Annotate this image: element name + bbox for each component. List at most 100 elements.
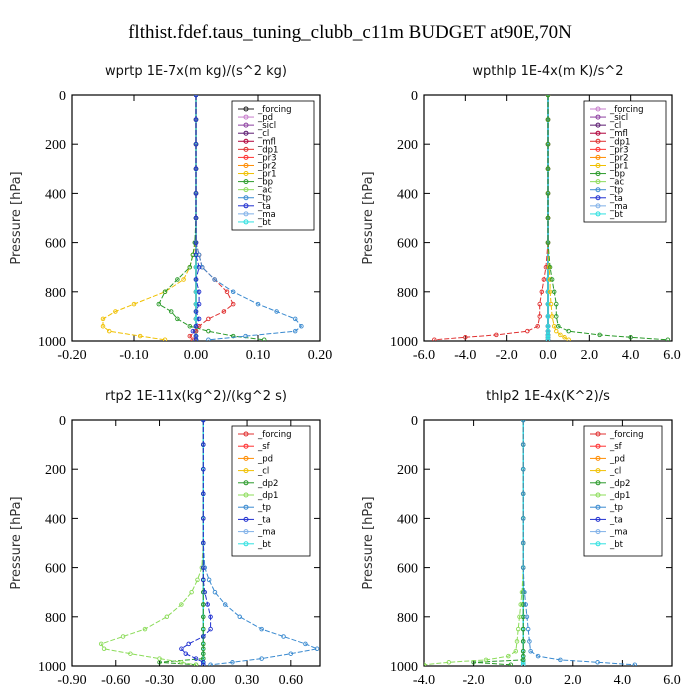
series-point [554,301,559,307]
series-point [201,651,206,656]
y-tick-label: 200 [397,138,418,153]
series-point [230,301,236,307]
x-tick-label: -4.0 [454,348,476,363]
legend-label: _dp1 [609,491,630,501]
legend-marker [595,146,601,152]
x-tick-label: 6.0 [663,673,681,688]
series-line-ta [192,95,200,340]
legend-label: _pr3 [257,153,277,163]
series-point [206,337,211,341]
panel-title: wprtp 1E-7x(m kg)/(s^2 kg) [105,64,287,79]
series-point [193,166,199,172]
series-point [292,316,298,322]
series-point [259,656,264,661]
legend-marker [595,106,601,112]
legend-marker [243,455,249,461]
legend-label: _ma [609,202,628,212]
series-point [508,662,514,666]
series-point [196,252,202,258]
legend-label: _ta [609,515,623,525]
series-point [195,577,200,583]
series-point [243,333,248,339]
series-point [201,662,206,666]
series-line-bp [158,95,265,341]
legend-label: _cl [257,467,269,477]
x-tick-label: 0.0 [514,673,532,688]
y-tick-label: 600 [45,562,66,577]
series-point [514,639,520,644]
series-point [523,602,528,607]
series-point [201,491,206,497]
panel-4: thlp2 1E-4x(K^2)/s Pressure [hPa] -4.0 -2.0… [361,389,681,688]
legend-box [583,100,667,223]
series-point [193,117,199,122]
series-point [554,328,559,334]
series-point [201,602,206,607]
series-point [157,656,162,661]
series-point [190,337,196,341]
series-point [201,442,206,447]
y-tick-label: 600 [397,562,418,577]
series-point [558,332,563,338]
legend: _forcing _sf _pd _cl _dp2 _dp1 _tp _ta _ma _bt [231,425,311,557]
y-tick-label: 0 [411,89,418,104]
series-point [506,653,511,659]
series-point [208,614,213,620]
axes-frame [71,419,321,667]
legend-label: _sicl [257,121,276,131]
series-point [179,646,184,652]
series-point [120,634,126,639]
series-point [520,491,526,497]
series-point [520,662,526,666]
series-line-dp2 [159,420,204,666]
legend-marker [243,203,249,209]
series-point [545,314,551,319]
x-tick-label: 0.10 [246,348,271,363]
legend-label: _bp [257,178,273,188]
series-point [193,662,199,666]
legend-marker [595,431,601,437]
y-tick-label: 400 [397,512,418,527]
y-tick-label: 600 [397,237,418,252]
series-point [106,328,112,334]
y-tick-label: 0 [411,414,418,429]
series-point [517,614,522,620]
series-point [520,516,526,521]
series-point [446,660,452,665]
series-point [259,626,264,632]
series-point [463,335,468,340]
panel-1: wprtp 1E-7x(m kg)/(s^2 kg) Pressure [hPa]… [9,64,332,363]
y-tick-label: 200 [397,463,418,478]
series-point [201,634,206,639]
series-point [230,333,236,339]
legend-marker [243,179,249,185]
series-group [424,420,638,666]
series-point [201,660,206,665]
legend-label: _bt [257,218,272,228]
series-point [196,301,202,307]
series-point [549,314,555,319]
series-point [164,614,170,620]
legend-marker [243,195,249,201]
series-point [187,264,193,270]
legend-marker [595,114,601,120]
x-tick-label: -0.20 [57,348,86,363]
legend-label: _dp1 [257,491,278,501]
series-point [522,589,527,595]
series-point [520,565,526,570]
series-point [206,316,211,322]
y-tick-label: 400 [397,187,418,202]
legend-label: _forcing [609,105,644,115]
series-point [255,301,261,307]
series-point [101,646,107,652]
series-point [142,626,148,632]
legend-label: _forcing [257,430,292,440]
x-tick-label: -0.10 [119,348,148,363]
legend-label: _ma [609,528,628,538]
y-tick-label: 800 [397,286,418,301]
series-point [288,651,294,656]
series-point [566,328,571,334]
series-point [230,660,235,665]
x-tick-label: 0.30 [235,673,260,688]
legend-label: _pr1 [609,162,629,172]
